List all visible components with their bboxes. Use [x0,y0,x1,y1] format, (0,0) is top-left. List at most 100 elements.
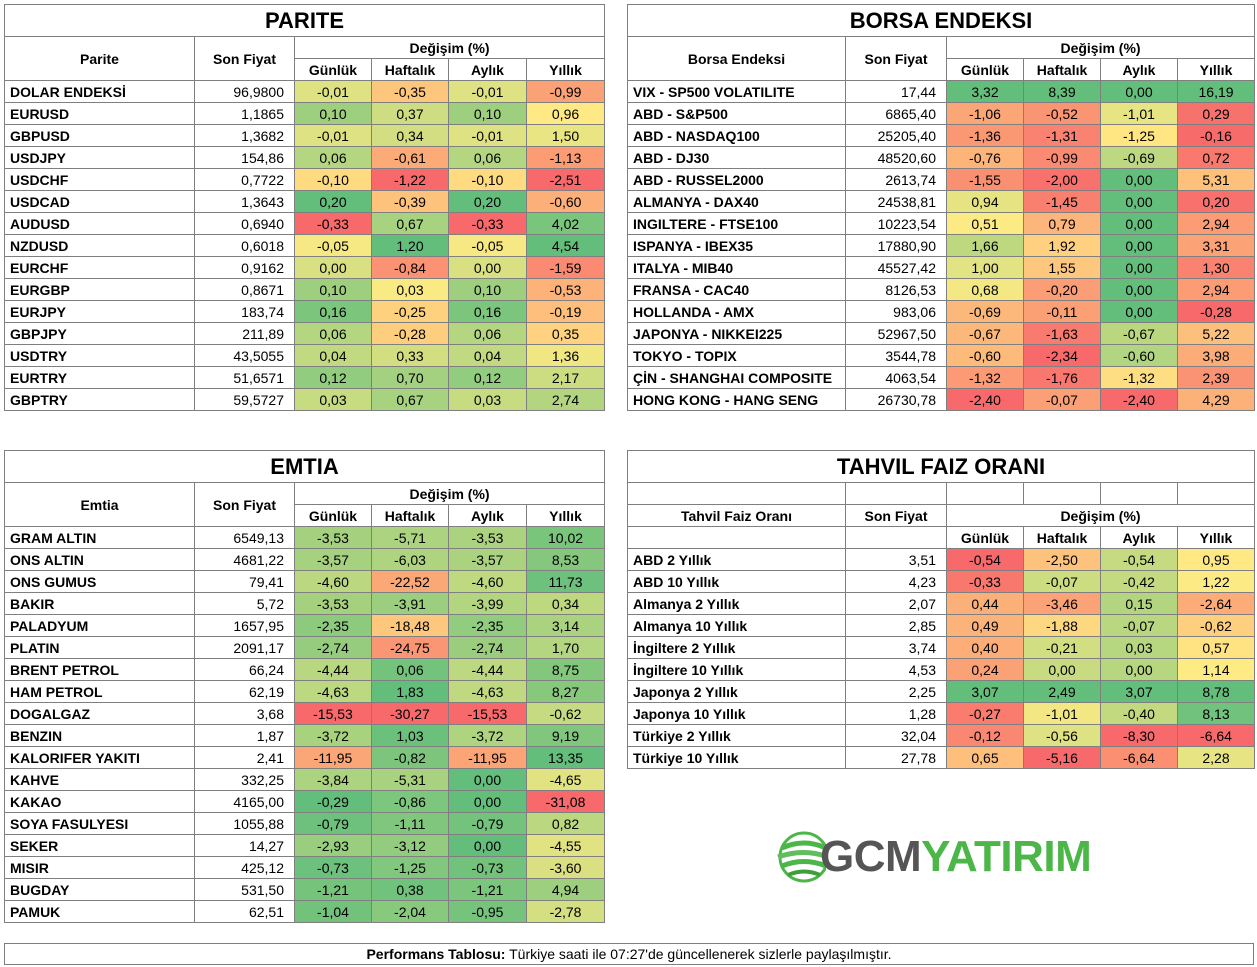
row-name: Japonya 10 Yıllık [627,702,846,725]
change-cell: 3,14 [525,614,606,637]
change-cell: 2,49 [1023,680,1101,703]
change-cell: 1,22 [1177,570,1255,593]
change-cell: -0,25 [371,300,449,323]
row-price: 51,6571 [194,366,295,389]
change-cell: 8,39 [1023,80,1101,103]
row-price: 4165,00 [194,790,295,813]
change-cell: -4,63 [448,680,527,703]
table-row: Almanya 10 Yıllık 2,85 0,49 -1,88 -0,07 -0,62 [627,614,1255,637]
row-name: PLATIN [4,636,195,659]
change-cell: 1,20 [371,234,449,257]
change-cell: 0,57 [1177,636,1255,659]
row-price: 0,6018 [194,234,295,257]
change-cell: 8,27 [525,680,606,703]
change-cell: 0,10 [448,102,527,125]
change-cell: 0,33 [371,344,449,367]
change-cell: -4,44 [294,658,372,681]
row-price: 48520,60 [845,146,947,169]
change-cell: -1,01 [1023,702,1101,725]
change-cell: 0,34 [525,592,606,615]
row-name: SOYA FASULYESI [4,812,195,835]
borsa-change-header: Değişim (%) [945,36,1256,59]
table-row: ÇİN - SHANGHAI COMPOSITE 4063,54 -1,32 -1,7… [627,366,1256,389]
parite-title: PARITE [3,4,606,37]
table-row: ABD 2 Yıllık 3,51 -0,54 -2,50 -0,54 0,95 [627,548,1255,571]
change-cell: 0,10 [448,278,527,301]
change-cell: 10,02 [525,526,606,549]
change-cell: -5,31 [371,768,449,791]
row-price: 2,25 [845,680,947,703]
row-price: 154,86 [194,146,295,169]
change-cell: 0,79 [1023,212,1101,235]
change-cell: 2,28 [1177,746,1255,769]
change-cell: 4,94 [525,878,606,901]
row-name: GBPUSD [4,124,195,147]
row-name: PAMUK [4,900,195,923]
table-row: Türkiye 2 Yıllık 32,04 -0,12 -0,56 -8,30 -6,6… [627,724,1255,747]
change-cell: 3,07 [1100,680,1178,703]
table-row: ONS ALTIN 4681,22 -3,57 -6,03 -3,57 8,53 [4,548,606,571]
change-cell: 3,07 [946,680,1024,703]
change-cell: 0,35 [525,322,606,345]
change-cell: 13,35 [525,746,606,769]
tahvil-table: TAHVIL FAIZ ORANI Tahvil Faiz Oranı Son … [627,450,1255,769]
change-cell: -1,88 [1023,614,1101,637]
logo-text-gcm: GCM [820,832,922,881]
table-row: ABD - NASDAQ100 25205,40 -1,36 -1,31 -1,25 -0… [627,124,1256,147]
change-cell: -5,71 [371,526,449,549]
change-cell: -0,79 [448,812,527,835]
globe-icon [777,831,826,883]
change-cell: 0,12 [448,366,527,389]
change-cell: 0,00 [448,768,527,791]
change-cell: 1,36 [525,344,606,367]
change-cell: 0,06 [448,146,527,169]
change-cell: -8,30 [1100,724,1178,747]
change-cell: -0,69 [1100,146,1178,169]
change-cell: 0,12 [294,366,372,389]
period-header: Haftalık [371,504,449,527]
change-cell: -0,53 [525,278,606,301]
change-cell: 2,74 [525,388,606,411]
table-row: GBPUSD 1,3682 -0,01 0,34 -0,01 1,50 [4,124,606,147]
change-cell: 1,70 [525,636,606,659]
change-cell: 0,67 [371,388,449,411]
change-cell: -4,55 [525,834,606,857]
change-cell: -0,54 [946,548,1024,571]
change-cell: -1,11 [371,812,449,835]
table-row: JAPONYA - NIKKEI225 52967,50 -0,67 -1,63 -0,… [627,322,1256,345]
change-cell: 2,39 [1176,366,1256,389]
row-name: HONG KONG - HANG SENG [627,388,846,411]
table-row: NZDUSD 0,6018 -0,05 1,20 -0,05 4,54 [4,234,606,257]
change-cell: -3,57 [448,548,527,571]
change-cell: 2,17 [525,366,606,389]
row-name: INGILTERE - FTSE100 [627,212,846,235]
change-cell: 1,92 [1023,234,1101,257]
table-row: EURUSD 1,1865 0,10 0,37 0,10 0,96 [4,102,606,125]
change-cell: -2,35 [448,614,527,637]
row-name: ABD 2 Yıllık [627,548,846,571]
change-cell: 4,29 [1176,388,1256,411]
change-cell: 0,16 [294,300,372,323]
row-name: EURGBP [4,278,195,301]
table-row: EURTRY 51,6571 0,12 0,70 0,12 2,17 [4,366,606,389]
row-name: BUGDAY [4,878,195,901]
change-cell: -0,56 [1023,724,1101,747]
change-cell: -1,55 [946,168,1024,191]
change-cell: 0,03 [448,388,527,411]
change-cell: 0,95 [1177,548,1255,571]
row-price: 2613,74 [845,168,947,191]
change-cell: -0,62 [525,702,606,725]
borsa-table: BORSA ENDEKSI Borsa Endeksi Son Fiyat De… [626,4,1256,411]
period-header: Yıllık [1176,58,1256,81]
row-price: 62,19 [194,680,295,703]
change-cell: 0,20 [294,190,372,213]
change-cell: -2,40 [1100,388,1178,411]
row-price: 2,07 [845,592,947,615]
row-name: USDTRY [4,344,195,367]
change-cell: -0,60 [525,190,606,213]
change-cell: -3,72 [448,724,527,747]
change-cell: 0,06 [448,322,527,345]
row-name: ALMANYA - DAX40 [627,190,846,213]
row-price: 0,9162 [194,256,295,279]
